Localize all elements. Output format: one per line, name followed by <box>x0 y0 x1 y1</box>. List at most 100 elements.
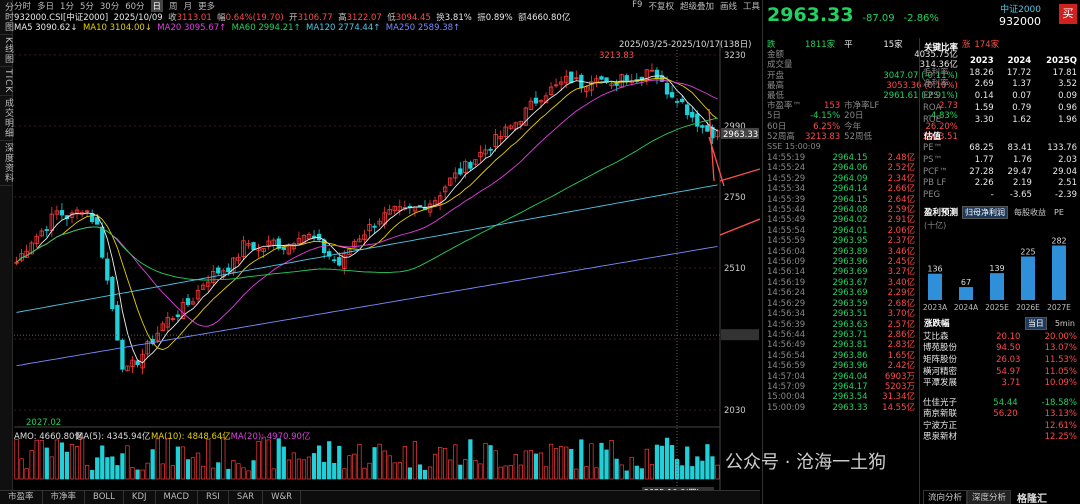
candle-body <box>160 323 165 331</box>
tab-timeshare[interactable]: 分时图 <box>0 0 13 35</box>
candle-body <box>251 242 256 251</box>
candle-body <box>483 149 488 155</box>
volume-bar <box>548 443 554 480</box>
candle-body <box>266 240 271 246</box>
quote-row: 52周高 3213.83 52周低 2023.51 <box>767 131 958 142</box>
period-0[interactable]: 分时 <box>14 1 32 12</box>
indicator-tab-1[interactable]: 市净率 <box>43 491 86 504</box>
net-profit-button[interactable]: 归母净利润 <box>962 205 1009 219</box>
period-5[interactable]: 60分 <box>125 1 145 12</box>
indicator-tab-0[interactable]: 市盈率 <box>0 491 43 504</box>
volume-bar <box>463 459 468 480</box>
rank-row[interactable]: 博苑股份 94.50 13.07% <box>923 343 1077 354</box>
eps-button[interactable]: 每股收益 <box>1014 207 1047 217</box>
candle-body <box>705 125 710 132</box>
volume-bar <box>266 439 271 480</box>
candle-body <box>226 267 231 273</box>
volume-bar <box>639 468 644 480</box>
volume-bar <box>130 467 135 480</box>
volume-bar <box>589 443 594 480</box>
kline-chart[interactable]: 32302990275025102283.1920302963.333213.8… <box>14 34 760 504</box>
adjust-button[interactable]: 不复权 <box>648 2 674 12</box>
period-9[interactable]: 更多 <box>198 1 216 12</box>
volume-bar <box>705 444 710 480</box>
volume-bar <box>115 465 120 480</box>
sse-time: SSE 15:00:09 <box>767 142 821 151</box>
tab-depth-analysis[interactable]: 深度分析 <box>967 490 1012 504</box>
tick-row: 14:55:49 2964.02 2.91亿 <box>767 215 915 226</box>
indicator-tab-7[interactable]: W&R <box>263 491 302 504</box>
rank-row[interactable]: 南京新联 56.20 13.13% <box>923 409 1077 420</box>
tab-flow[interactable]: 流向分析 <box>923 490 968 504</box>
candle-body <box>685 104 690 116</box>
rank-row[interactable]: 矩阵股份 26.03 11.53% <box>923 354 1077 365</box>
val-row: PS™ 1.77 1.76 2.03 <box>923 154 1077 165</box>
ma-legend: MA5 3090.62↓ MA10 3104.00↓ MA20 3095.67↑… <box>14 23 461 33</box>
indicator-tab-5[interactable]: RSI <box>198 491 229 504</box>
tab-kline[interactable]: K线图 <box>0 35 13 67</box>
volume-bar <box>533 453 539 480</box>
period-6[interactable]: 日 <box>150 0 164 12</box>
candle-body <box>473 159 478 165</box>
volume-bar <box>206 439 211 480</box>
pe-button[interactable]: PE <box>1054 207 1064 217</box>
candle-body <box>468 162 473 169</box>
rank-row[interactable]: 思泉新材 12.25% <box>923 432 1077 443</box>
volume-bar <box>140 469 145 480</box>
tick-row: 14:55:39 2964.15 2.64亿 <box>767 194 915 205</box>
volume-bar <box>165 437 170 480</box>
rank-row[interactable]: 横河精密 54.97 11.05% <box>923 366 1077 377</box>
candle-body <box>216 267 221 274</box>
candle-body <box>100 226 105 258</box>
period-2[interactable]: 1分 <box>60 1 74 12</box>
indicator-tab-2[interactable]: BOLL <box>85 491 124 504</box>
volume-bar <box>453 444 458 480</box>
rank-row[interactable]: 宁波方正 12.61% <box>923 420 1077 431</box>
candle-body <box>59 210 65 216</box>
ohlc-info: 932000.CSI[中证2000] 2025/10/09 收3113.01 幅… <box>14 13 571 23</box>
period-3[interactable]: 5分 <box>79 1 94 12</box>
tab-tick[interactable]: TICK <box>0 67 13 97</box>
period-7[interactable]: 周 <box>169 1 178 12</box>
period-8[interactable]: 月 <box>183 1 193 12</box>
y-tick-label: 2030 <box>724 406 746 416</box>
rank-row[interactable]: 平潭发展 3.71 10.09% <box>923 378 1077 389</box>
candle-body <box>89 213 95 223</box>
draw-button[interactable]: 画线 <box>719 2 737 12</box>
f9-button[interactable]: F9 <box>632 0 643 10</box>
indicator-tab-3[interactable]: KDJ <box>124 491 156 504</box>
tick-row: 14:55:24 2964.06 2.52亿 <box>767 163 915 174</box>
indicator-tab-6[interactable]: SAR <box>229 491 264 504</box>
volume-bar <box>493 450 498 480</box>
overlay-button[interactable]: 超级叠加 <box>679 2 714 12</box>
volume-bar <box>64 451 70 480</box>
rank-row[interactable]: 艾比森 20.10 20.00% <box>923 331 1077 342</box>
candle-body <box>649 69 655 72</box>
tools-button[interactable]: 工具 <box>742 2 760 12</box>
candle-body <box>669 92 675 98</box>
volume-bar <box>710 456 715 480</box>
today-button[interactable]: 当日 <box>1024 316 1047 330</box>
candle-body <box>463 161 468 173</box>
volume-bar <box>332 463 337 480</box>
volume-bar <box>14 439 19 480</box>
candle-body <box>518 120 523 125</box>
candle-body <box>695 113 700 127</box>
forecast-label: 2023A <box>923 303 948 312</box>
buy-button[interactable]: 买 <box>1059 4 1077 24</box>
5min-button[interactable]: 5min <box>1054 318 1075 328</box>
period-4[interactable]: 30分 <box>99 1 120 12</box>
tick-row: 14:56:39 2963.63 2.57亿 <box>767 319 915 330</box>
tick-row: 14:55:19 2964.15 2.48亿 <box>767 153 915 163</box>
tab-trades[interactable]: 成交明细 <box>0 96 13 142</box>
volume-bar <box>95 457 100 480</box>
rank-row[interactable]: 仕佳光子 54.44 -18.58% <box>923 397 1077 408</box>
tab-depth[interactable]: 深度资料 <box>0 141 13 187</box>
indicator-tab-4[interactable]: MACD <box>156 491 198 504</box>
candle-body <box>715 130 720 138</box>
tick-table: 14:55:19 2964.15 2.48亿 14:55:24 2964.06 2.52亿… <box>765 153 917 413</box>
ma-line <box>16 75 718 364</box>
quote-row: 开盘 3047.07 (-0.11%) <box>767 70 958 81</box>
candle-body <box>241 240 246 257</box>
period-1[interactable]: 多日 <box>37 1 55 12</box>
